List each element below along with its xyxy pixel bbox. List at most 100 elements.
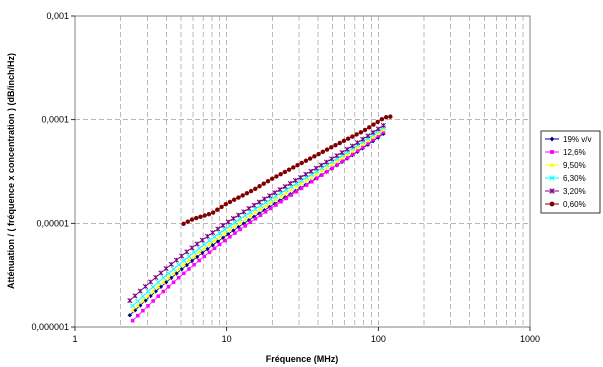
data-point [237, 220, 243, 225]
data-point [304, 178, 309, 183]
data-point [277, 187, 283, 193]
data-point [283, 190, 289, 195]
data-point [268, 200, 274, 205]
data-point [238, 227, 242, 232]
data-point [381, 130, 386, 134]
data-point [165, 270, 172, 276]
data-point [341, 138, 347, 144]
data-point [142, 283, 148, 290]
data-point [156, 294, 161, 298]
data-point [243, 224, 248, 228]
data-point [379, 116, 385, 122]
legend-marker [549, 162, 555, 167]
data-point [194, 215, 199, 221]
data-point [367, 125, 372, 130]
data-point [171, 270, 176, 275]
data-point [240, 193, 245, 198]
data-point [258, 213, 263, 218]
data-point [176, 262, 182, 268]
data-point [236, 195, 241, 200]
data-point [212, 238, 217, 243]
legend-label: 0,60% [563, 200, 586, 209]
data-point [340, 159, 345, 164]
data-point [227, 227, 233, 232]
data-point [217, 242, 222, 247]
data-point [150, 288, 156, 293]
y-tick-label: 0,001 [46, 11, 69, 21]
data-point [198, 214, 203, 219]
data-point [270, 176, 275, 181]
legend-marker [549, 136, 555, 142]
data-point [256, 199, 262, 205]
data-point [261, 196, 267, 202]
data-point [127, 297, 133, 304]
legend-label: 3,20% [563, 187, 586, 196]
legend-box [540, 130, 601, 214]
data-point [222, 230, 227, 235]
data-point [345, 156, 350, 160]
data-point [303, 171, 309, 177]
data-point [344, 146, 350, 152]
data-point [200, 250, 205, 256]
data-point [182, 271, 186, 276]
data-point [370, 129, 376, 136]
data-point [204, 233, 211, 239]
data-point [232, 219, 238, 226]
legend-entry: 6,30% [545, 174, 586, 183]
data-point [206, 212, 212, 217]
data-point [210, 230, 216, 236]
data-point [227, 223, 233, 229]
data-point [217, 230, 223, 236]
data-point [279, 199, 283, 204]
data-point [222, 226, 228, 233]
data-point [237, 216, 243, 222]
data-point [274, 174, 279, 179]
data-point [219, 204, 224, 210]
data-point [315, 176, 319, 181]
data-point [354, 132, 359, 137]
data-point [158, 284, 164, 290]
data-point [314, 171, 320, 176]
data-point [232, 223, 238, 228]
data-point [220, 222, 226, 228]
data-point [292, 177, 298, 183]
data-point [166, 275, 171, 280]
data-point [350, 134, 355, 139]
legend-entry: 3,20% [545, 187, 586, 196]
data-point [316, 151, 321, 157]
legend-entries: 19% v/v 12,6% 9,50% 6,30% 3,20% 0,60% [545, 135, 591, 209]
data-point [381, 127, 386, 132]
y-tick-label: 0,0001 [41, 115, 69, 125]
legend: 19% v/v 12,6% 9,50% 6,30% 3,20% 0,60% [540, 130, 601, 214]
data-point [168, 261, 174, 267]
data-point [166, 285, 171, 289]
legend-label: 12,6% [563, 148, 586, 157]
data-point [340, 155, 345, 160]
legend-label: 6,30% [563, 174, 586, 183]
data-point [223, 238, 227, 243]
data-point [309, 171, 315, 177]
data-point [171, 266, 177, 272]
legend-marker [549, 201, 555, 207]
data-point [181, 262, 187, 267]
data-point [199, 237, 205, 243]
legend-entry: 12,6% [545, 148, 586, 157]
data-point [206, 238, 212, 244]
data-point [299, 186, 304, 191]
data-point [207, 242, 212, 247]
legend-marker [549, 188, 555, 194]
legend-entry: 0,60% [545, 200, 586, 209]
data-point [299, 181, 304, 186]
data-point [156, 284, 161, 289]
data-point [380, 122, 386, 128]
plot-area [74, 15, 531, 328]
axis-ticks: 1 10 100 1000 0,000001 0,00001 0,0001 0,001 [31, 11, 540, 344]
data-point [291, 165, 296, 170]
data-point [215, 207, 220, 212]
data-point [223, 201, 228, 207]
data-point [370, 134, 376, 139]
data-point [314, 168, 320, 174]
data-point [155, 279, 161, 285]
data-point [284, 196, 288, 201]
